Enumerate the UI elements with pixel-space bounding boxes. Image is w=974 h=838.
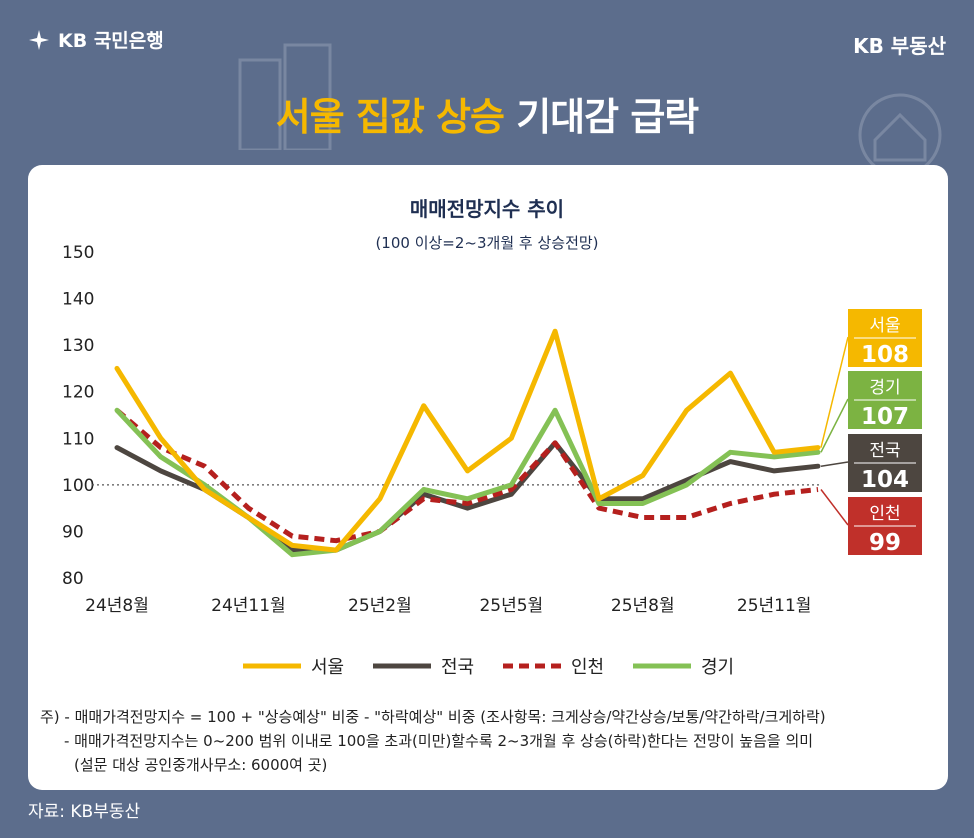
- kb-bank-logo: KB 국민은행: [28, 26, 164, 53]
- page-headline: 서울 집값 상승 기대감 급락: [0, 86, 974, 141]
- legend-label: 경기: [701, 657, 734, 678]
- end-label-connector: [820, 336, 849, 448]
- end-label-name: 서울: [869, 316, 900, 336]
- footnote-line: - 매매가격전망지수는 0~200 범위 이내로 100을 초과(미만)할수록 …: [64, 732, 814, 750]
- headline-rest: 기대감 급락: [503, 95, 699, 139]
- end-label-connector: [820, 398, 849, 453]
- x-tick-label: 25년2월: [348, 596, 412, 616]
- end-label-name: 전국: [869, 441, 900, 461]
- end-label-value: 108: [861, 342, 909, 368]
- x-tick-label: 25년5월: [479, 596, 543, 616]
- kb-realestate-logo: KB 부동산: [853, 34, 946, 58]
- headline-highlight: 서울 집값 상승: [275, 95, 505, 139]
- end-label-value: 107: [861, 404, 909, 430]
- end-label-connector: [820, 461, 849, 467]
- legend-label: 인천: [571, 657, 604, 678]
- footnote-line: 주) - 매매가격전망지수 = 100 + "상승예상" 비중 - "하락예상"…: [40, 708, 826, 726]
- source-credit: 자료: KB부동산: [28, 802, 141, 822]
- y-tick-label: 100: [62, 476, 94, 496]
- y-tick-label: 120: [62, 383, 94, 403]
- y-tick-label: 80: [62, 569, 84, 589]
- kb-bank-logo-text: KB 국민은행: [58, 30, 164, 52]
- legend-label: 전국: [441, 657, 474, 678]
- y-tick-label: 130: [62, 336, 94, 356]
- series-line: [115, 408, 819, 544]
- chart-subtitle: (100 이상=2~3개월 후 상승전망): [375, 234, 598, 252]
- end-label-name: 경기: [869, 378, 900, 398]
- end-label-connector: [820, 489, 849, 526]
- x-tick-label: 25년8월: [611, 596, 675, 616]
- y-tick-label: 150: [62, 243, 94, 263]
- footnotes: 주) - 매매가격전망지수 = 100 + "상승예상" 비중 - "하락예상"…: [40, 705, 826, 777]
- chart-title: 매매전망지수 추이: [410, 197, 564, 221]
- end-label-value: 104: [861, 467, 909, 493]
- end-label-name: 인천: [869, 504, 900, 524]
- star-icon: [29, 29, 49, 50]
- building-decoration: [238, 43, 332, 150]
- footnote-line: (설문 대상 공인중개사무소: 6000여 곳): [74, 756, 328, 774]
- x-tick-label: 24년8월: [85, 596, 149, 616]
- end-label-value: 99: [869, 530, 901, 556]
- legend-label: 서울: [311, 657, 344, 678]
- y-tick-label: 110: [62, 429, 94, 449]
- x-tick-label: 24년11월: [211, 596, 286, 616]
- y-tick-label: 90: [62, 522, 84, 542]
- series-line: [114, 328, 821, 553]
- y-tick-label: 140: [62, 290, 94, 310]
- x-tick-label: 25년11월: [737, 596, 812, 616]
